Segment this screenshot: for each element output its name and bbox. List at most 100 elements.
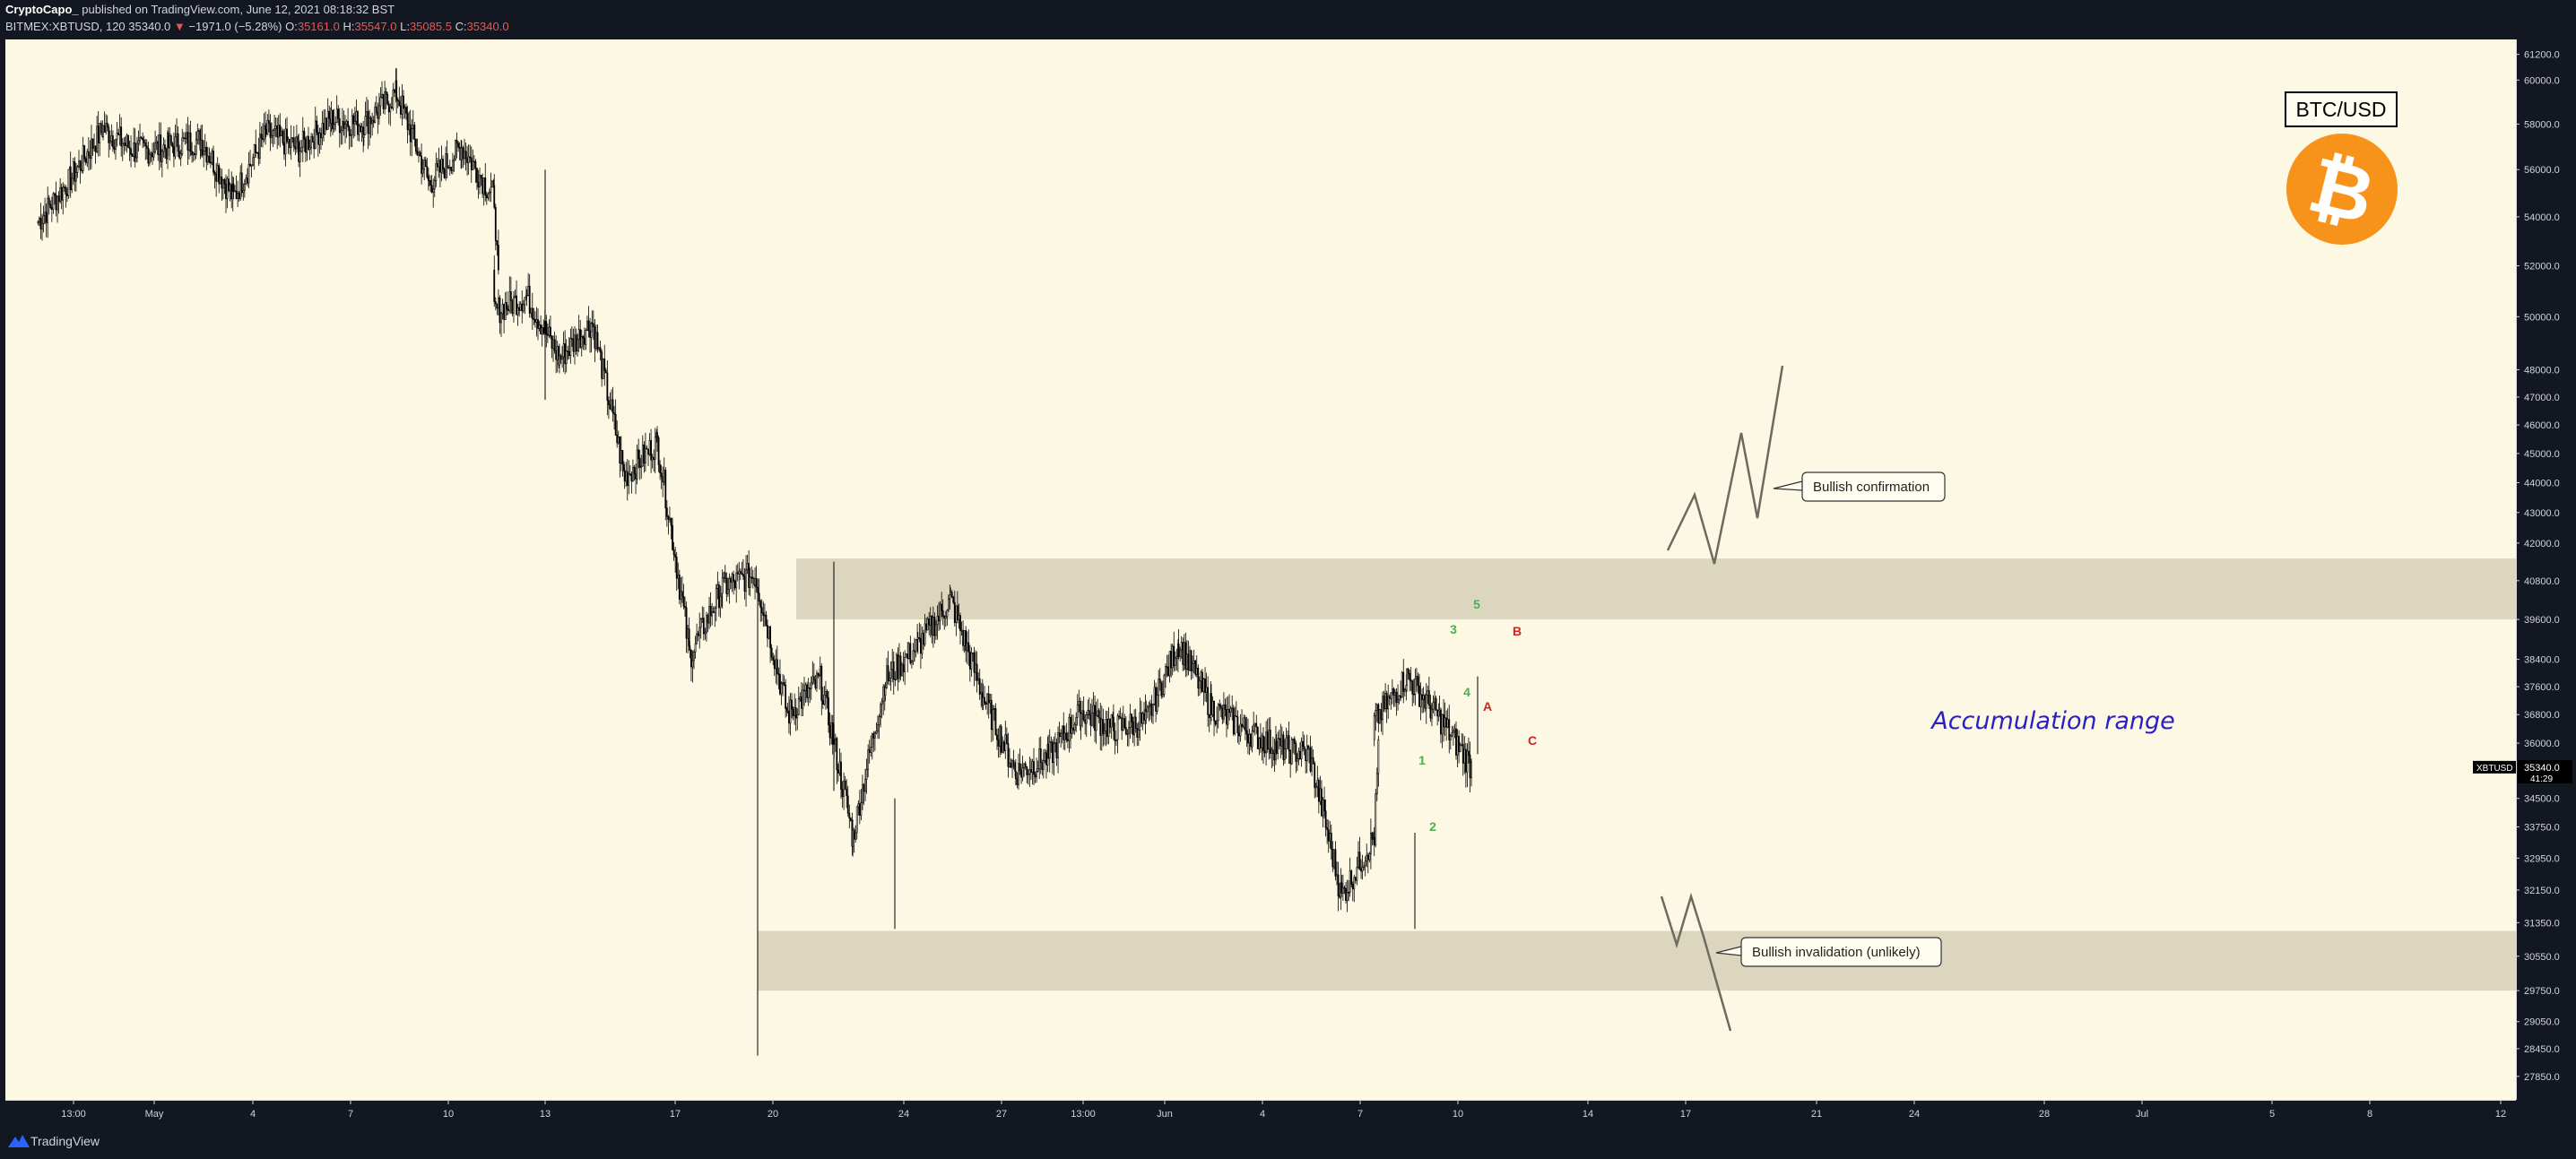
candle-body: [1271, 749, 1274, 754]
bearish-projection-path[interactable]: [1660, 892, 1732, 1032]
candle-body: [967, 642, 970, 653]
candle-body: [1119, 716, 1122, 719]
candle-body: [1247, 733, 1249, 744]
bullish-invalidation-callout-box[interactable]: [1740, 937, 1942, 967]
candlestick-series: [37, 67, 1479, 1056]
tradingview-brand[interactable]: TradingView: [30, 1134, 100, 1148]
candle-body: [1293, 738, 1296, 744]
candle-body: [745, 569, 747, 592]
tradingview-logo-icon[interactable]: [7, 1133, 30, 1149]
candle-body: [941, 603, 943, 611]
candle-body: [797, 698, 800, 715]
time-tick-label: May: [145, 1109, 164, 1120]
candle-body: [1186, 653, 1188, 670]
candle-body: [696, 633, 698, 644]
price-tick-label: 58000.0: [2524, 119, 2560, 130]
candle-body: [1390, 692, 1392, 699]
candle-body: [929, 615, 932, 626]
bullish-confirmation-callout-box[interactable]: [1801, 471, 1946, 502]
candle-body: [1039, 748, 1042, 764]
candle-body: [372, 120, 375, 123]
price-axis[interactable]: 61200.0 60000.0 58000.0 56000.0 54000.0 52000…: [2473, 39, 2576, 1100]
price-tick-label: 36000.0: [2524, 739, 2560, 749]
candle-body: [50, 207, 53, 210]
candle-body: [271, 135, 273, 138]
candle-body: [776, 659, 778, 674]
candle-body: [863, 783, 865, 792]
candle-body: [1146, 706, 1149, 713]
price-tick-label: 56000.0: [2524, 165, 2560, 176]
candle-body: [1422, 695, 1425, 700]
candle-body: [582, 336, 585, 339]
candle-body: [1305, 745, 1308, 762]
candle-body: [1094, 705, 1096, 731]
candle-body: [1308, 747, 1310, 750]
candle-body: [258, 134, 261, 159]
candle-body: [1295, 743, 1297, 762]
candle-body: [730, 578, 732, 583]
candle-body: [355, 111, 358, 122]
candle-body: [1145, 709, 1148, 713]
time-axis[interactable]: 13:00 May 4 7 10 13 17 20 24 27 13:00 Jun 4 7 10 14 17 21…: [5, 1100, 2576, 1127]
author-name[interactable]: CryptoCapo_: [5, 3, 79, 16]
candle-body: [389, 107, 392, 113]
candle-body: [1438, 709, 1441, 712]
candle-body: [902, 664, 905, 672]
candle-body: [1375, 710, 1377, 716]
candle-body: [935, 624, 937, 636]
candle-body: [1459, 745, 1461, 752]
candle-body: [343, 121, 345, 129]
candle-body: [1163, 674, 1166, 695]
candle-body: [791, 699, 793, 710]
candle-body: [978, 678, 981, 695]
candle-body: [1398, 695, 1401, 700]
candle-body: [965, 630, 967, 652]
symbol-badge: [2473, 760, 2516, 774]
price-tick-label: 33750.0: [2524, 823, 2560, 834]
candle-body: [273, 128, 276, 132]
candle-body: [488, 191, 490, 195]
price-tick-label: 40800.0: [2524, 576, 2560, 587]
candle-body: [487, 193, 490, 199]
candle-body: [617, 437, 620, 444]
candle-body: [1263, 750, 1266, 754]
wave-label-C: C: [1528, 733, 1537, 748]
price-tick-label: 27850.0: [2524, 1072, 2560, 1083]
bullish-projection-path[interactable]: [1666, 365, 1784, 565]
candle-body: [1363, 865, 1366, 868]
candle-body: [1409, 673, 1411, 680]
candle-body: [328, 110, 331, 119]
candle-body: [844, 780, 846, 790]
zone-support[interactable]: [758, 930, 2516, 991]
zone-resistance[interactable]: [796, 558, 2516, 620]
candle-body: [1193, 660, 1195, 664]
candle-body: [481, 177, 484, 195]
candle-body: [821, 700, 824, 705]
symbol-label[interactable]: BITMEX:XBTUSD, 120: [5, 20, 126, 33]
candle-body: [986, 693, 989, 705]
candle-body: [736, 572, 739, 575]
candle-body: [1202, 679, 1205, 692]
candle-body: [1087, 710, 1089, 715]
candle-body: [862, 783, 863, 803]
candle-body: [511, 300, 514, 314]
candle-body: [630, 473, 633, 481]
time-tick-label: 14: [1583, 1109, 1593, 1120]
candle-body: [1419, 694, 1422, 707]
candle-body: [990, 700, 993, 731]
candle-body: [854, 832, 857, 840]
candle-body: [239, 172, 242, 199]
candle-body: [1132, 721, 1134, 736]
candle-body: [1195, 668, 1198, 675]
candle-body: [1190, 650, 1193, 671]
candle-body: [1319, 788, 1322, 802]
candle-body: [62, 186, 65, 201]
candle-body: [117, 133, 120, 135]
candle-body: [907, 643, 910, 660]
candle-body: [872, 733, 875, 739]
candle-body: [561, 356, 563, 360]
candle-body: [1217, 704, 1219, 722]
candle-body: [796, 714, 799, 719]
candle-body: [1461, 744, 1463, 746]
